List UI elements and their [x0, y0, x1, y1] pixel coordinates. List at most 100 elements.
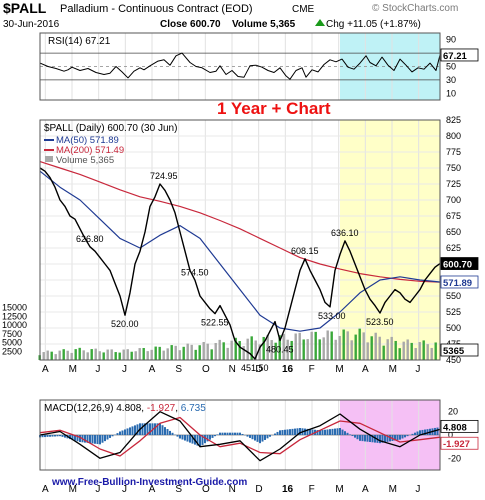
ma50-line [39, 170, 441, 332]
macd-histogram-bar [421, 429, 424, 435]
macd-histogram-bar [56, 435, 59, 437]
price-x-tick-label: J [95, 364, 100, 375]
macd-histogram-bar [106, 435, 109, 440]
macd-histogram-bar [381, 435, 384, 443]
macd-line [39, 411, 441, 462]
last-price-label: 600.70 [443, 260, 472, 271]
last-ma50-label: 571.89 [443, 278, 472, 289]
macd-histogram-bar [134, 425, 136, 435]
macd-x-tick-label: J [122, 484, 127, 495]
macd-histogram-bar [289, 429, 291, 435]
volume-bar [158, 346, 161, 360]
macd-histogram-bar [169, 430, 171, 435]
macd-histogram-bar [184, 435, 186, 441]
price-data-label: 636.10 [331, 228, 359, 238]
volume-bar [414, 348, 417, 360]
macd-histogram-bar [344, 431, 346, 435]
price-data-label: 451.50 [241, 363, 269, 373]
volume-bar [62, 349, 65, 360]
macd-histogram-bar [251, 435, 254, 440]
volume-bar [390, 336, 393, 360]
chart-annotation: 1 Year + Chart [217, 99, 331, 118]
macd-histogram-bar [101, 435, 104, 443]
volume-bar [178, 350, 181, 360]
volume-bar [282, 333, 285, 360]
volume-bar [98, 351, 101, 360]
volume-bar [262, 336, 265, 360]
volume-bar [202, 341, 205, 360]
last-volume-label: 5365 [443, 346, 465, 357]
macd-histogram-bar [346, 432, 349, 435]
macd-histogram-bar [411, 433, 414, 435]
macd-histogram-bar [331, 428, 334, 435]
macd-histogram-bar [221, 432, 224, 435]
macd-histogram-bar [51, 435, 54, 437]
macd-histogram-bar [226, 432, 229, 435]
volume-bar [402, 341, 405, 360]
macd-x-tick-label: A [149, 484, 156, 495]
macd-histogram-bar [396, 435, 399, 441]
volume-legend-swatch [45, 156, 53, 162]
macd-histogram-bar [254, 435, 256, 441]
macd-x-tick-label: J [415, 484, 420, 495]
macd-histogram-bar [279, 430, 281, 435]
volume-bar [398, 348, 401, 360]
volume-bar [354, 334, 357, 360]
x-axes: A M J J A S O N D 16 F M A M J A M J J A S O N D 16 F M A M J [42, 364, 420, 495]
macd-histogram-bar [329, 429, 331, 435]
price-x-tick-label: M [335, 364, 343, 375]
ma200-legend-label: MA(200) 571.49 [56, 145, 124, 156]
macd-histogram-bar [321, 430, 324, 435]
close-label: Close 600.70 [160, 19, 221, 30]
price-line [39, 167, 441, 360]
volume-bar [90, 349, 93, 360]
price-x-tick-label: 16 [282, 364, 294, 375]
macd-histogram-bar [59, 435, 61, 437]
up-triangle-icon [315, 19, 325, 26]
macd-histogram-bar [359, 435, 361, 441]
volume-tick-label: 7500 [2, 329, 22, 339]
price-x-tick-label: J [415, 364, 420, 375]
volume-bar [418, 342, 421, 360]
volume-bar [70, 352, 73, 360]
rsi-y-tick-label: 50 [446, 62, 456, 72]
macd-histogram-bar [436, 427, 439, 435]
volume-bar [430, 347, 433, 360]
macd-histogram-bar [384, 435, 386, 443]
macd-histogram-bar [416, 431, 419, 435]
macd-histogram-bar [419, 430, 421, 435]
macd-histogram-bar [46, 435, 49, 437]
volume-bar [378, 336, 381, 360]
macd-histogram-bar [69, 435, 71, 440]
macd-histogram-bar [229, 432, 231, 435]
volume-bar [46, 350, 49, 360]
macd-last-signal-label-box [440, 436, 479, 450]
volume-bar [194, 349, 197, 360]
macd-histogram-bar [201, 435, 204, 445]
price-y-tick-label: 825 [446, 115, 461, 125]
macd-x-tick-label: M [335, 484, 343, 495]
macd-histogram-bar [264, 435, 266, 440]
rsi-y-tick-label: 10 [446, 88, 456, 98]
volume-bar [386, 339, 389, 360]
macd-histogram-bar [276, 431, 279, 435]
macd-histogram-bar [311, 429, 314, 435]
change-label: Chg +11.05 (+1.87%) [326, 19, 421, 30]
macd-histogram-bar [204, 435, 206, 444]
macd-histogram-bar [64, 435, 66, 438]
price-y-tick-label: 775 [446, 147, 461, 157]
macd-histogram-bar [239, 432, 241, 435]
volume-bar [350, 340, 353, 360]
price-y-tick-label: 675 [446, 211, 461, 221]
macd-histogram-bar [426, 429, 429, 435]
volume-bar [362, 332, 365, 360]
macd-histogram-bar [71, 435, 74, 440]
macd-histogram-bar [96, 435, 99, 445]
price-border [39, 119, 441, 361]
price-data-label: 626.80 [76, 234, 104, 244]
volume-bar [310, 331, 313, 360]
macd-histogram-bar [199, 435, 201, 447]
